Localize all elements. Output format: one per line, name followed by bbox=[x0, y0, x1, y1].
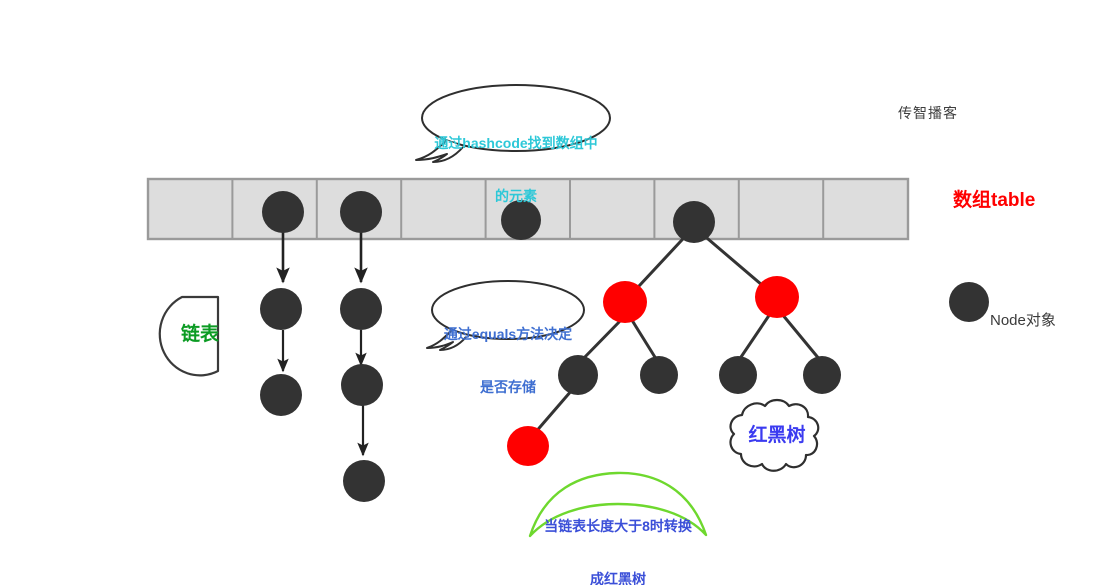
linked-list-tag-text: 链表 bbox=[180, 324, 219, 345]
hashcode-callout-shape bbox=[415, 84, 611, 163]
node-circle-icon bbox=[949, 282, 989, 322]
node-circle-icon bbox=[719, 356, 757, 394]
node-circle-icon bbox=[343, 460, 385, 502]
red-node-circle-icon bbox=[603, 281, 647, 323]
node-circle-icon bbox=[640, 356, 678, 394]
equals-callout-text: 通过equals方法决定 是否存储 bbox=[423, 291, 593, 431]
equals-callout-shape bbox=[426, 280, 585, 351]
legend-label: Node对象 bbox=[990, 312, 1056, 329]
node-circle-icon bbox=[262, 191, 304, 233]
single-node-bucket bbox=[501, 200, 541, 240]
watermark-text: 传智播客 bbox=[898, 105, 958, 121]
linked-list-tag-shape bbox=[158, 295, 220, 377]
hashcode-callout-line-2: 的元素 bbox=[495, 187, 537, 204]
node-circle-icon bbox=[501, 200, 541, 240]
red-black-tree-tag-text: 红黑树 bbox=[748, 425, 806, 446]
red-black-tree bbox=[507, 201, 841, 466]
node-circle-icon bbox=[340, 191, 382, 233]
legend-node-icon-group bbox=[949, 282, 989, 322]
linked-list-1 bbox=[260, 191, 304, 416]
node-circle-icon bbox=[558, 355, 598, 395]
linked-list-2 bbox=[340, 191, 385, 502]
treeify-callout-shape bbox=[528, 471, 708, 538]
node-circle-icon bbox=[803, 356, 841, 394]
red-node-circle-icon bbox=[507, 426, 549, 466]
red-black-tree-tag-shape bbox=[729, 398, 820, 472]
red-node-circle-icon bbox=[755, 276, 799, 318]
treeify-callout-line-1: 当链表长度大于8时转换 bbox=[544, 518, 692, 534]
equals-callout-line-1: 通过equals方法决定 bbox=[443, 326, 573, 342]
node-circle-icon bbox=[260, 288, 302, 330]
treeify-callout-line-2: 成红黑树 bbox=[590, 570, 646, 585]
node-circle-icon bbox=[341, 364, 383, 406]
hashcode-callout-text: 通过hashcode找到数组中 的元素 bbox=[416, 100, 616, 240]
hashcode-callout-line-1: 通过hashcode找到数组中 bbox=[434, 135, 598, 151]
node-circle-icon bbox=[340, 288, 382, 330]
treeify-callout-text: 当链表长度大于8时转换 成红黑树 bbox=[518, 483, 718, 585]
equals-callout-line-2: 是否存储 bbox=[480, 378, 536, 395]
array-table-label: 数组table bbox=[953, 190, 1036, 211]
node-circle-icon bbox=[260, 374, 302, 416]
node-circle-icon bbox=[673, 201, 715, 243]
